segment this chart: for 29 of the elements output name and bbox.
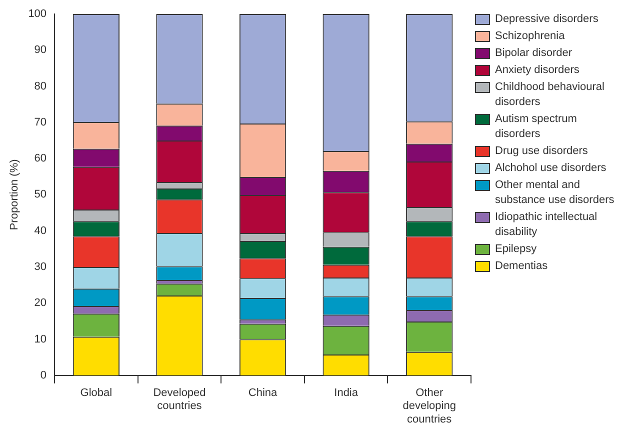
legend-label: Idiopathic intellectual disability: [495, 210, 598, 240]
y-tick-label: 90: [34, 44, 47, 56]
y-tick-label: 100: [28, 8, 47, 20]
legend-label: Childhood behavioural disorders: [495, 80, 606, 110]
legend-label: Anxiety disorders: [495, 63, 580, 78]
y-tick-label: 60: [34, 152, 47, 165]
x-tick-label: Developed countries: [153, 387, 206, 412]
x-tick-label: Global: [80, 387, 112, 400]
legend-label: Bipolar disorder: [495, 46, 572, 61]
legend-label: Drug use disorders: [495, 144, 588, 159]
y-tick-label: 80: [34, 80, 47, 92]
y-tick-label: 70: [34, 116, 47, 128]
x-tick-label: India: [334, 387, 359, 400]
legend-label: Schizophrenia: [495, 29, 565, 44]
legend-label: Alchohol use disorders: [495, 161, 606, 176]
y-tick-label: 20: [34, 297, 47, 310]
legend-label: Epilepsy: [495, 242, 537, 257]
y-tick-label: 30: [34, 261, 47, 274]
y-tick-label: 0: [40, 369, 47, 382]
legend-label: Autism spectrum disorders: [495, 112, 578, 142]
x-tick-label: Other developing countries: [402, 387, 456, 426]
y-tick-label: 50: [34, 188, 47, 201]
legend-label: Dementias: [495, 259, 548, 274]
y-tick-label: 10: [34, 333, 47, 346]
y-axis-title: Proportion (%): [8, 159, 21, 230]
x-tick-label: China: [248, 387, 278, 400]
legend-label: Other mental and substance use disorders: [495, 178, 616, 208]
legend-label: Depressive disorders: [495, 12, 598, 27]
y-tick-label: 40: [34, 224, 47, 237]
